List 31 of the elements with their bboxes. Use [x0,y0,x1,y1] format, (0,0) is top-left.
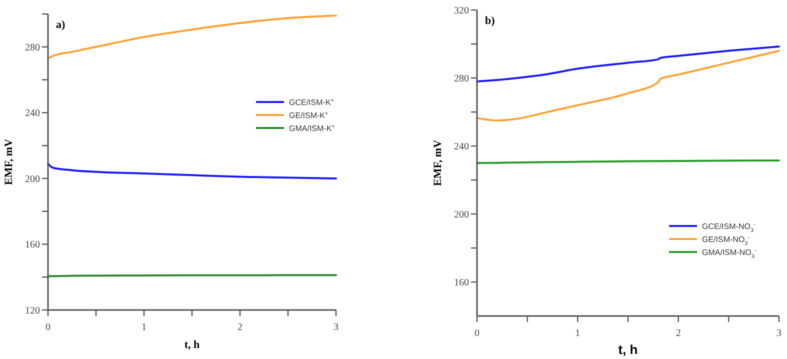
x-tick-label: 0 [46,322,50,333]
line-series [476,46,780,82]
line-series [47,14,337,60]
y-tick-label: 200 [25,174,40,185]
y-axis-title: EMF, mV [432,140,444,186]
y-tick-label: 240 [25,108,40,120]
y-tick-label: 160 [454,278,469,288]
y-tick-label: 200 [454,210,469,220]
legend-label: GE/ISM-K$^{+}$ [289,110,328,120]
legend-label: GMA/ISM-K$^{+}$ [289,124,335,133]
x-axis-title: t, h [184,339,200,351]
line-series [476,50,780,122]
y-tick-label: 120 [25,306,40,316]
x-tick-label: 3 [776,328,782,339]
x-tick-label: 0 [474,328,480,339]
y-tick-label: 240 [454,142,469,152]
y-axis-title: EMF, mV [3,138,15,186]
chart-title: b) [485,15,496,27]
y-tick-label: 320 [454,6,469,16]
legend-label: GCE/ISM-K$^{+}$ [289,98,334,107]
y-tick-label: 280 [454,74,469,84]
x-tick-label: 1 [575,328,580,339]
x-axis-title: t, h [618,342,638,357]
y-tick-label: 160 [25,240,40,251]
y-tick-label: 280 [25,42,40,54]
x-tick-label: 2 [676,328,681,339]
x-tick-label: 3 [334,322,338,333]
chart-title: a) [56,19,66,31]
line-series [47,162,337,180]
x-tick-label: 2 [238,322,242,333]
x-tick-label: 1 [142,322,146,333]
